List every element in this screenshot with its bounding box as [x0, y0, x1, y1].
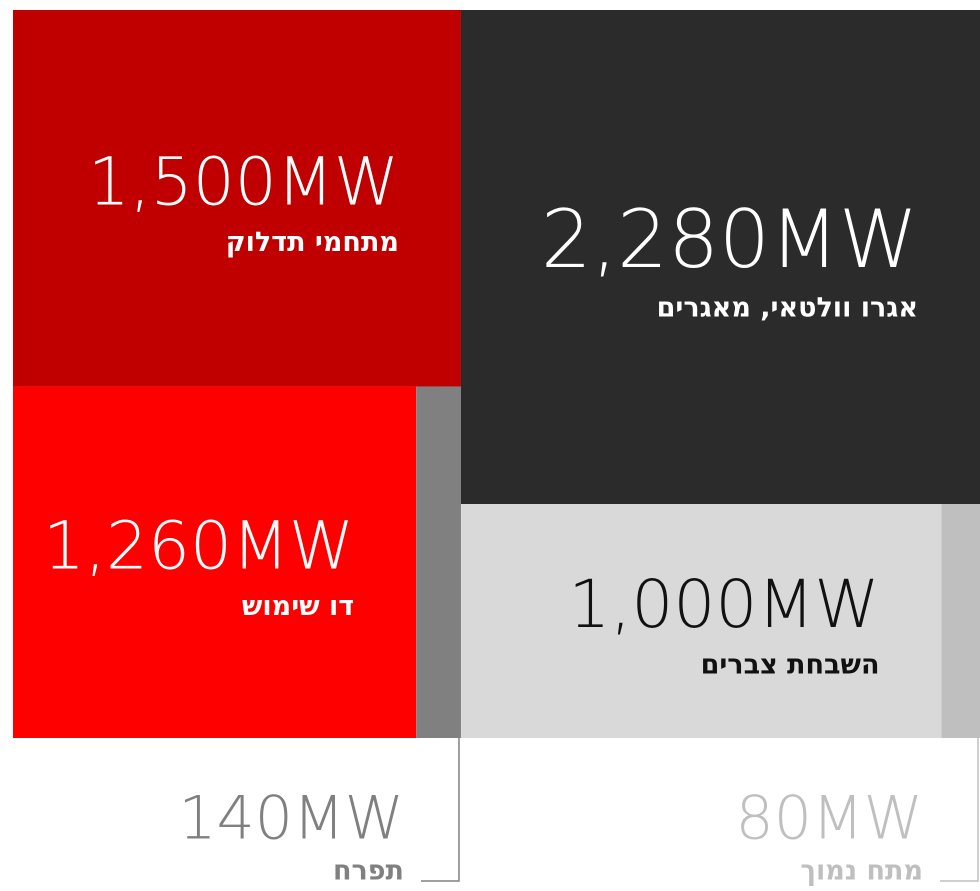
outside-name: מתח נמוך: [800, 856, 923, 887]
tile: [460, 504, 942, 738]
tile-name: מתחמי תדלוק: [226, 227, 399, 258]
tile: [13, 386, 417, 738]
tile-name: השבחת צברים: [701, 650, 880, 681]
tile-value: 2,280MW: [541, 193, 918, 286]
tile: [416, 386, 461, 738]
tile: [460, 10, 980, 504]
tile-value: 1,500MW: [88, 143, 399, 220]
leader-line: [940, 738, 979, 882]
tile-value: 1,000MW: [568, 566, 879, 643]
tile: [941, 504, 980, 738]
tile: [13, 10, 461, 387]
outside-name: תפרח: [333, 856, 404, 887]
outside-value: 80MW: [736, 784, 923, 854]
tile-name: דו שימוש: [242, 591, 354, 622]
leader-line: [420, 738, 460, 882]
outside-value: 140MW: [178, 784, 404, 854]
tile-name: אגרו וולטאי, מאגרים: [657, 293, 918, 324]
tile-value: 1,260MW: [43, 507, 354, 584]
